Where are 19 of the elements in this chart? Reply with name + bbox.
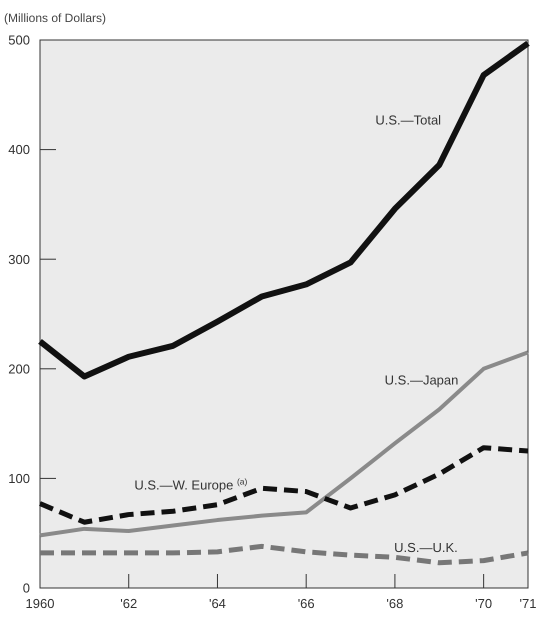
- series-label: U.S.—Total: [375, 112, 442, 128]
- x-tick-label: 1960: [26, 596, 54, 611]
- y-tick-label: 0: [22, 580, 30, 596]
- x-tick-label: '70: [475, 596, 492, 611]
- x-tick-label: '62: [120, 596, 138, 611]
- y-tick-label: 500: [8, 32, 30, 48]
- x-tick-label: '64: [208, 596, 226, 611]
- series-label: U.S.—W. Europe $^{(a)}$: [134, 476, 248, 493]
- x-tick-label: '68: [386, 596, 404, 611]
- y-tick-label: 300: [8, 252, 30, 267]
- series-label: U.S.—Japan: [384, 372, 458, 388]
- x-tick-label: '71: [520, 596, 536, 611]
- y-tick-label: 100: [8, 470, 30, 486]
- y-tick-label: 400: [8, 142, 30, 158]
- y-axis-title: (Millions of Dollars): [4, 11, 106, 25]
- y-tick-label: 200: [8, 361, 30, 376]
- series-label: U.S.—U.K.: [394, 540, 458, 555]
- line-series: [38, 350, 530, 538]
- x-tick-label: '66: [298, 596, 315, 611]
